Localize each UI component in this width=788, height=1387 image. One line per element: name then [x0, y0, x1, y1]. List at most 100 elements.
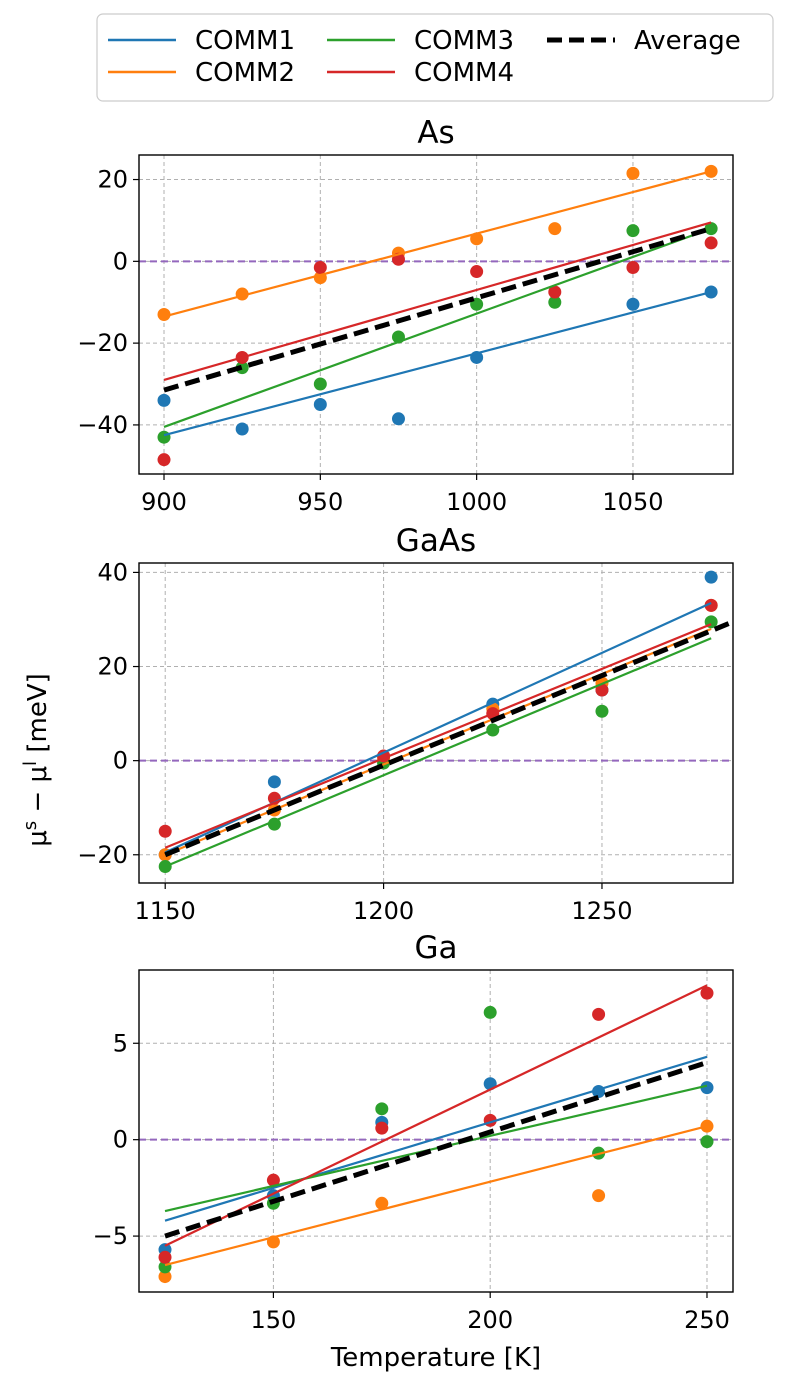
gaas-average-line [164, 619, 733, 858]
as-point-comm1 [157, 393, 171, 407]
as-x-tick-label: 900 [141, 488, 187, 516]
gaas-y-tick-label: −20 [77, 841, 128, 869]
as-plot-area [139, 155, 733, 474]
gaas-y-tick-label: 40 [97, 558, 128, 586]
as-x-tick-label: 1050 [602, 488, 663, 516]
ga-point-comm3 [483, 1005, 497, 1019]
as-point-comm2 [548, 222, 562, 236]
legend-label-comm1: COMM1 [195, 26, 295, 56]
gaas-y-tick-label: 0 [113, 747, 128, 775]
as-point-comm3 [313, 377, 327, 391]
legend-entry-comm3: COMM3 [327, 26, 514, 56]
as-y-tick-label: −20 [77, 329, 128, 357]
ga-axes-frame [138, 969, 734, 1293]
ga-plot-area [139, 970, 733, 1292]
legend: COMM1 COMM2 COMM3 COMM4 Average [96, 13, 774, 102]
legend-label-comm2: COMM2 [195, 58, 295, 88]
ga-y-tick-label: 0 [113, 1126, 128, 1154]
as-point-comm4 [626, 260, 640, 274]
panel-gaas: 1150 1200 1250 40 20 0 −20 GaAs [77, 523, 734, 925]
legend-label-comm4: COMM4 [414, 58, 514, 88]
ga-point-comm2 [158, 1270, 172, 1284]
ga-point-comm4 [700, 986, 714, 1000]
as-x-tick-label: 950 [297, 488, 343, 516]
as-point-comm4 [157, 453, 171, 467]
ga-fit-comm2 [164, 1125, 708, 1267]
gaas-point-comm3 [267, 817, 281, 831]
as-y-tick-label: 20 [97, 166, 128, 194]
gaas-x-tick-label: 1200 [353, 897, 414, 925]
as-point-comm2 [157, 308, 171, 321]
as-point-comm4 [470, 265, 484, 279]
as-point-comm4 [548, 285, 562, 299]
as-axes-frame [138, 154, 734, 475]
ylabel-minus: − [23, 782, 53, 820]
gaas-point-comm4 [158, 824, 172, 838]
legend-entry-comm4: COMM4 [327, 58, 514, 88]
legend-entry-comm1: COMM1 [108, 26, 295, 56]
as-point-comm1 [235, 422, 249, 436]
gaas-point-comm3 [595, 704, 609, 718]
as-title: As [417, 115, 454, 151]
as-point-comm3 [235, 361, 249, 375]
ylabel-sup-s: s [20, 821, 41, 830]
legend-entry-comm2: COMM2 [108, 58, 295, 88]
ga-point-comm2 [375, 1196, 389, 1210]
ga-y-tick-label: 5 [113, 1029, 128, 1057]
ga-point-comm4 [592, 1007, 606, 1021]
gaas-point-comm4 [704, 598, 718, 612]
gaas-point-comm1 [704, 570, 718, 584]
as-point-comm1 [391, 412, 405, 426]
ga-point-comm4 [158, 1250, 172, 1264]
gaas-x-tick-label: 1150 [135, 897, 196, 925]
ylabel-mu: μ [23, 830, 53, 847]
ga-data-layer [139, 984, 733, 1284]
as-fit-comm1 [163, 290, 712, 437]
ga-fit-comm3 [164, 1084, 708, 1213]
legend-entry-average: Average [547, 26, 741, 56]
ga-point-comm4 [266, 1173, 280, 1187]
gaas-point-comm4 [595, 683, 609, 697]
as-point-comm1 [313, 397, 327, 411]
as-point-comm3 [626, 224, 640, 238]
gaas-y-tick-label: 20 [97, 653, 128, 681]
ga-point-comm1 [700, 1081, 714, 1095]
ga-fit-comm1 [164, 1055, 708, 1222]
as-point-comm1 [626, 297, 640, 311]
as-y-tick-label: −40 [77, 411, 128, 439]
ga-x-tick-label: 150 [251, 1306, 297, 1334]
as-point-comm2 [470, 232, 484, 246]
panel-ga: 150 200 250 5 0 −5 Ga [93, 930, 734, 1334]
gaas-data-layer [139, 570, 733, 874]
ga-title: Ga [414, 930, 457, 966]
as-fit-comm4 [163, 221, 712, 381]
legend-label-comm3: COMM3 [414, 26, 514, 56]
gaas-title: GaAs [396, 523, 476, 559]
gaas-fit-comm3 [164, 637, 712, 868]
ga-point-comm3 [375, 1102, 389, 1116]
ga-point-comm4 [375, 1121, 389, 1135]
legend-label-average: Average [634, 26, 741, 56]
panel-as: 900 950 1000 1050 20 0 −20 −40 As [77, 115, 734, 516]
as-point-comm4 [313, 260, 327, 274]
ga-point-comm3 [700, 1135, 714, 1149]
ylabel-unit: [meV] [23, 673, 53, 761]
ga-point-comm2 [592, 1189, 606, 1203]
ga-x-tick-label: 200 [467, 1306, 513, 1334]
ga-y-tick-label: −5 [93, 1222, 128, 1250]
ga-fit-comm4 [164, 984, 708, 1247]
ga-x-tick-label: 250 [684, 1306, 730, 1334]
legend-frame [96, 13, 774, 102]
gaas-axes-frame [138, 562, 734, 884]
ga-average-line [164, 1060, 708, 1239]
as-point-comm4 [704, 236, 718, 250]
as-fit-comm2 [163, 170, 712, 318]
as-point-comm2 [626, 166, 640, 180]
gaas-point-comm1 [267, 775, 281, 789]
gaas-fit-comm4 [164, 623, 712, 849]
ylabel-sup-l: l [20, 761, 41, 766]
as-point-comm3 [548, 295, 562, 309]
as-data-layer [139, 164, 733, 467]
as-average-line [163, 226, 712, 393]
